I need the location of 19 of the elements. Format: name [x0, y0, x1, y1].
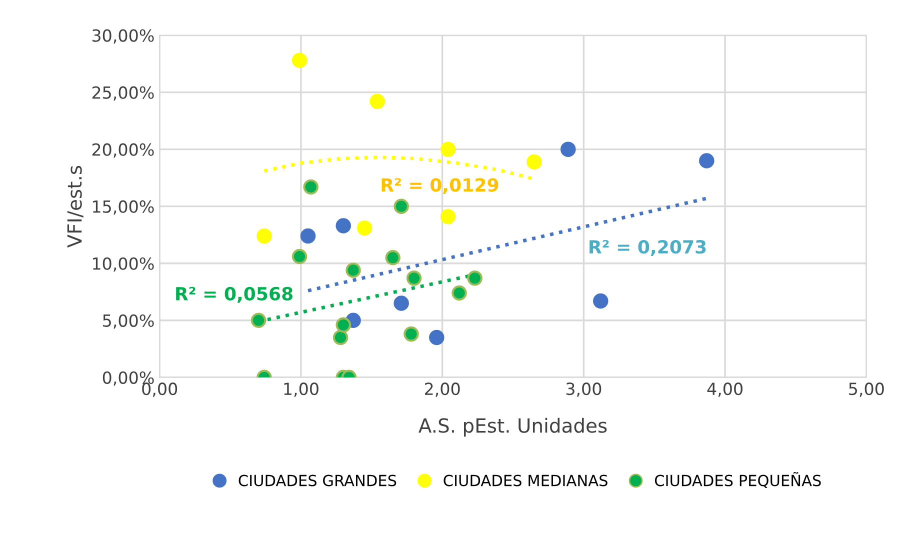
y-tick-label: 30,00% [92, 29, 154, 44]
annotation: R² = 0,0129 [382, 178, 498, 194]
y-tick-label: 25,00% [92, 86, 154, 101]
x-tick-label: 4,00 [707, 382, 742, 397]
y-axis-title: VFI/est.s [67, 166, 84, 248]
x-tick-label: 3,00 [566, 382, 602, 397]
x-tick-label: 2,00 [424, 382, 460, 397]
x-tick-label: 5,00 [849, 382, 884, 397]
legend-label: CIUDADES PEQUEÑAS [654, 472, 821, 488]
legend-label: CIUDADES GRANDES [238, 474, 396, 486]
y-tick-label: 15,00% [93, 200, 154, 215]
annotation: R² = 0,2073 [590, 240, 706, 256]
y-tick-label: 20,00% [92, 143, 154, 158]
y-tick-label: 5,00% [103, 314, 154, 329]
legend-label: CIUDADES MEDIANAS [444, 474, 608, 486]
annotation: R² = 0,0568 [176, 286, 293, 303]
x-axis-title: A.S. pEst. Unidades [418, 418, 607, 437]
y-tick-label: 10,00% [93, 257, 154, 272]
x-tick-label: 1,00 [284, 382, 318, 397]
